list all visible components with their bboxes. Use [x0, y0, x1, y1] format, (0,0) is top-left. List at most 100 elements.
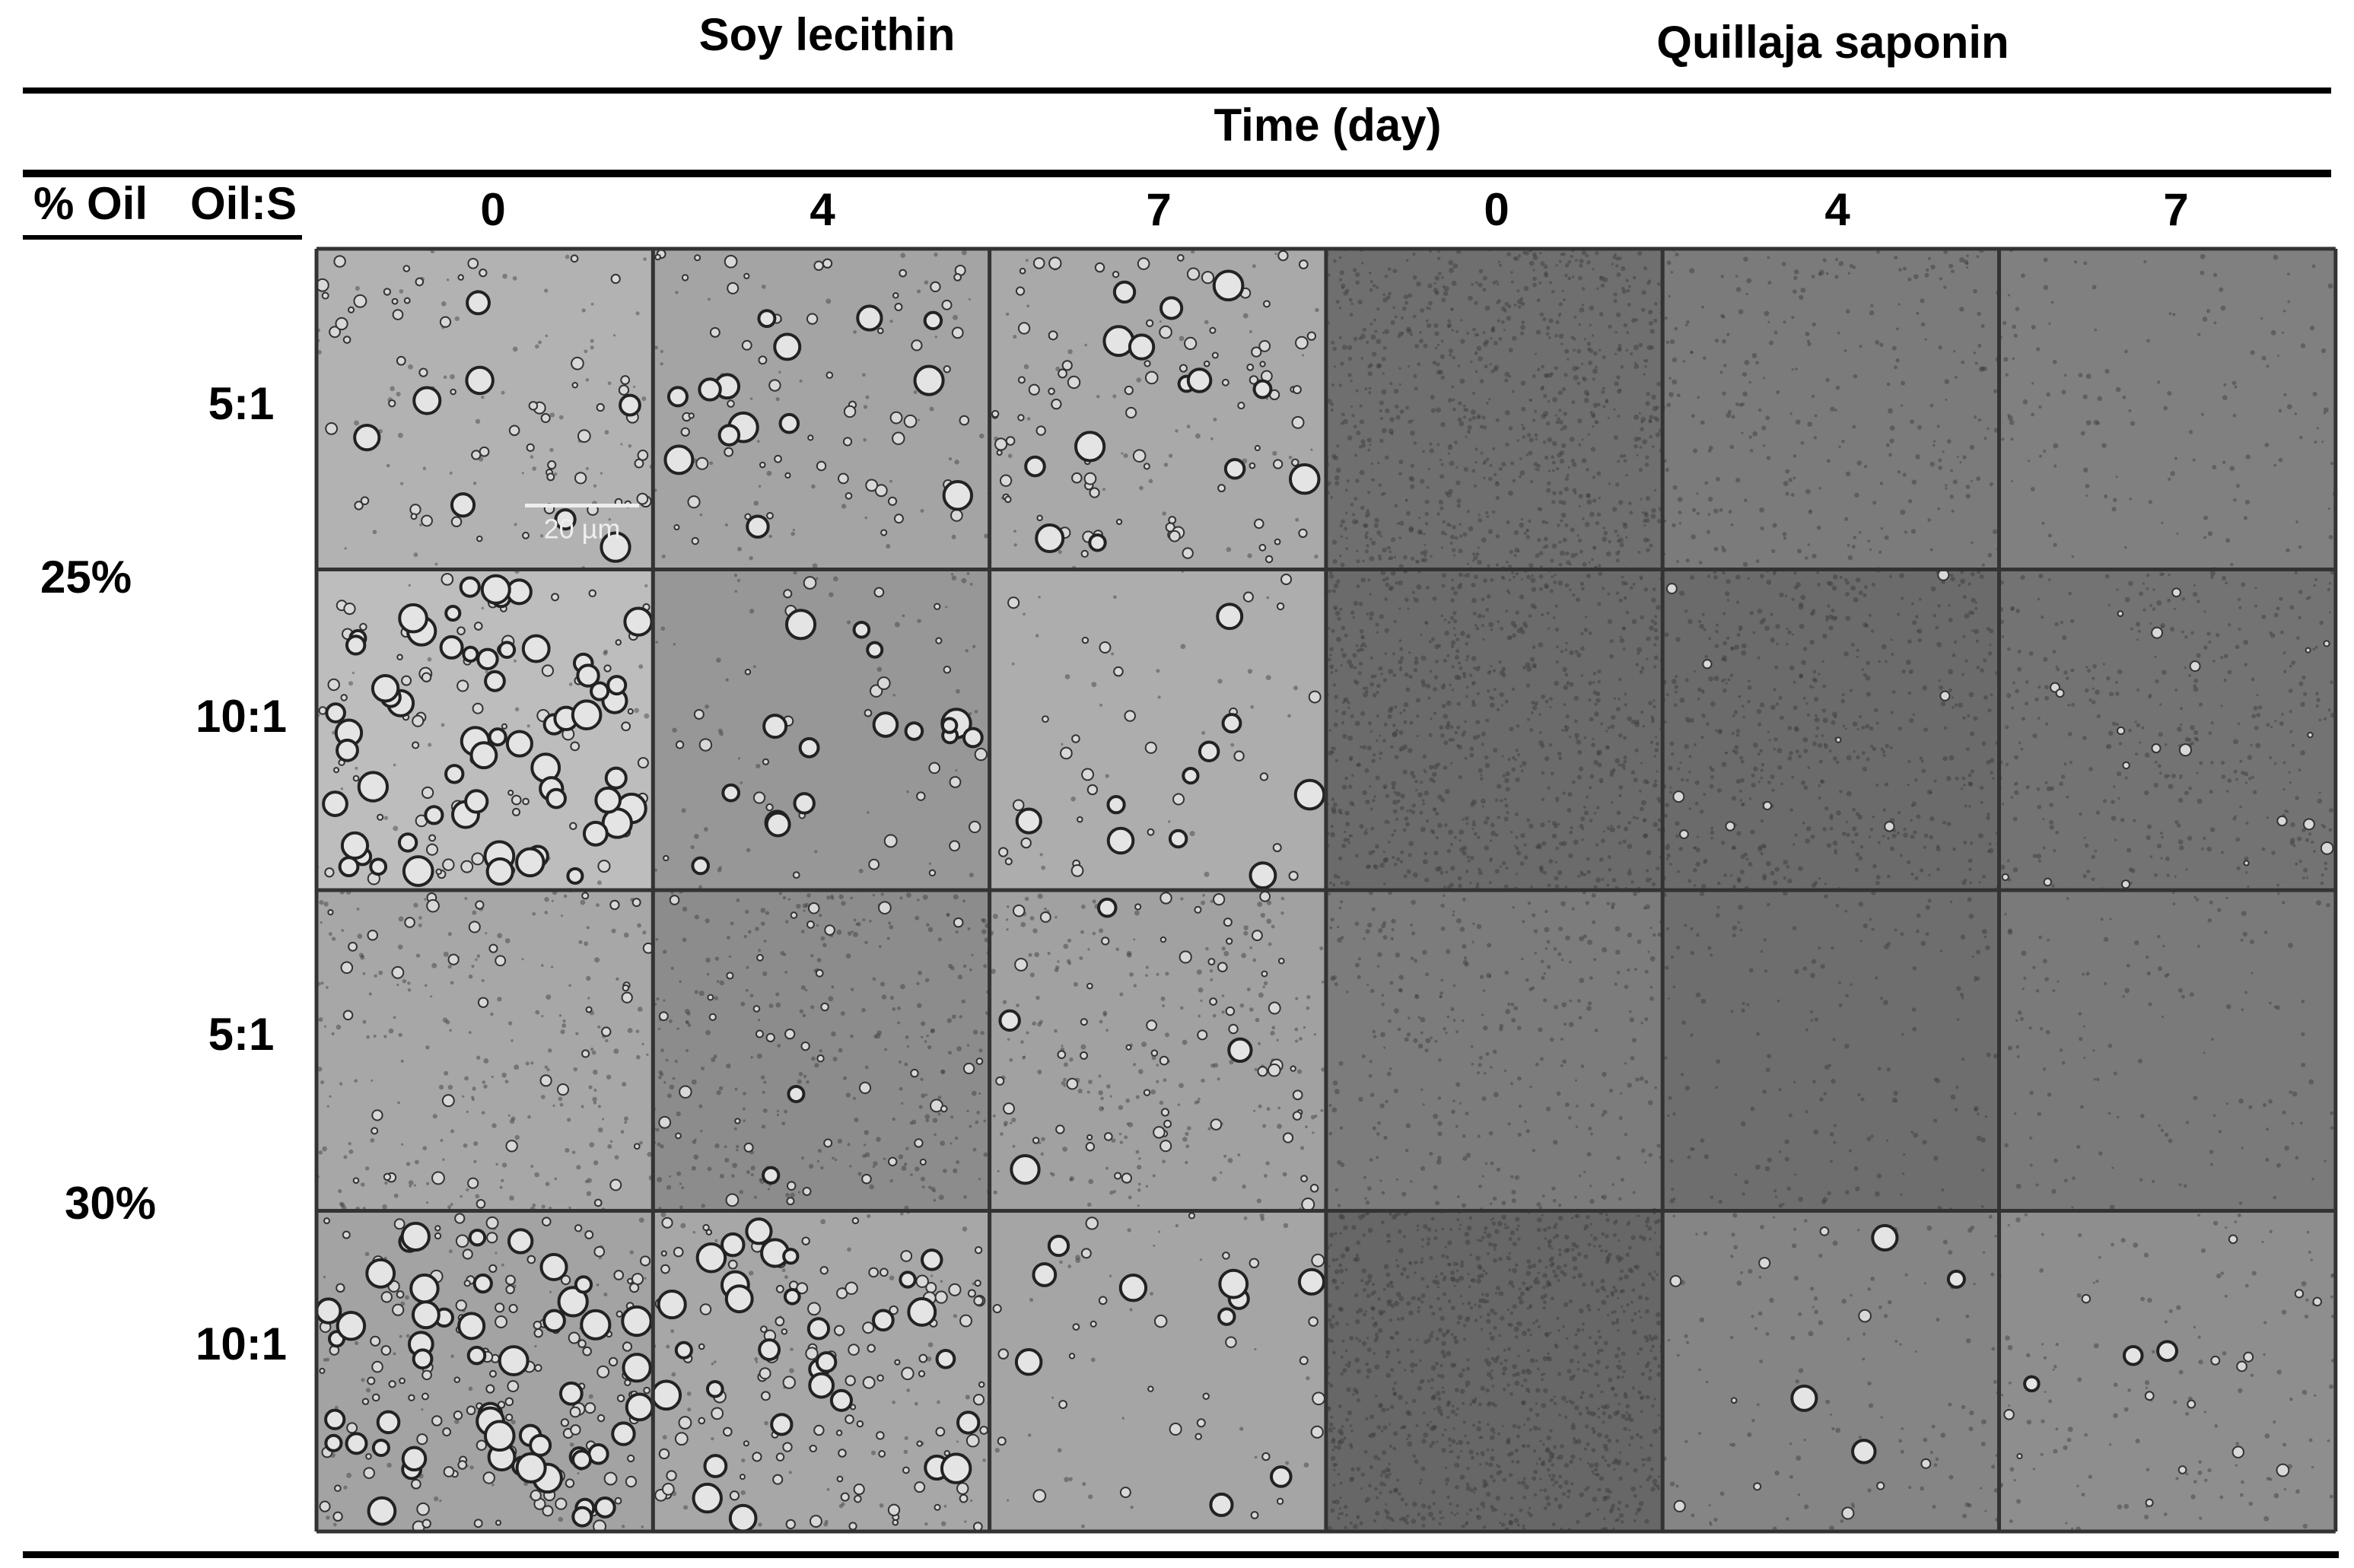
- speckle: [2243, 516, 2248, 520]
- speckle: [414, 1159, 419, 1165]
- speckle: [1555, 264, 1558, 267]
- speckle: [1348, 757, 1353, 762]
- speckle: [1772, 523, 1777, 528]
- speckle: [1720, 679, 1725, 683]
- speckle: [1356, 584, 1360, 588]
- speckle: [2251, 714, 2257, 719]
- speckle: [2235, 778, 2238, 781]
- speckle: [1645, 518, 1650, 523]
- droplet: [469, 741, 498, 770]
- speckle: [698, 991, 705, 997]
- speckle: [1092, 899, 1096, 904]
- speckle: [703, 827, 708, 832]
- droplet: [784, 609, 817, 641]
- speckle: [2103, 494, 2108, 499]
- speckle: [742, 1107, 746, 1111]
- speckle: [1684, 717, 1690, 722]
- speckle: [1610, 769, 1615, 774]
- speckle: [2091, 877, 2095, 882]
- speckle: [1372, 693, 1377, 698]
- droplet: [336, 738, 359, 762]
- speckle: [1570, 527, 1575, 533]
- speckle: [1690, 574, 1695, 580]
- speckle: [1444, 533, 1448, 536]
- speckle: [2300, 343, 2306, 348]
- speckle: [685, 1020, 689, 1024]
- speckle: [584, 1179, 589, 1184]
- speckle: [1408, 475, 1414, 481]
- speckle: [1426, 485, 1430, 489]
- speckle: [1648, 279, 1652, 283]
- speckle: [1398, 367, 1401, 371]
- speckle: [1965, 747, 1970, 752]
- speckle: [1399, 666, 1403, 669]
- speckle: [2133, 819, 2136, 822]
- speckle: [1243, 930, 1249, 936]
- droplet: [601, 1026, 612, 1037]
- speckle: [1499, 692, 1504, 698]
- speckle: [1456, 675, 1462, 680]
- droplet: [904, 721, 924, 741]
- speckle: [1668, 392, 1674, 397]
- speckle: [1688, 807, 1691, 810]
- speckle: [2015, 689, 2019, 694]
- speckle: [1651, 394, 1656, 400]
- speckle: [1783, 536, 1787, 540]
- speckle: [1088, 1080, 1093, 1084]
- speckle: [1688, 879, 1692, 883]
- speckle: [845, 953, 851, 959]
- speckle: [810, 1005, 815, 1010]
- speckle: [2093, 419, 2099, 425]
- speckle: [1343, 698, 1347, 702]
- speckle: [1968, 781, 1974, 787]
- micrograph-background: [1999, 569, 2336, 890]
- speckle: [1356, 648, 1360, 653]
- ratio-label: 10:1: [196, 1318, 287, 1369]
- speckle: [1962, 716, 1966, 720]
- speckle: [2025, 680, 2029, 684]
- speckle: [1602, 830, 1605, 833]
- speckle: [666, 1185, 672, 1190]
- speckle: [1448, 738, 1452, 743]
- speckle: [357, 933, 363, 940]
- speckle: [2323, 717, 2327, 720]
- speckle: [1449, 524, 1452, 527]
- speckle: [2092, 687, 2095, 690]
- speckle: [1722, 391, 1726, 396]
- speckle: [1459, 666, 1463, 670]
- speckle: [1447, 444, 1453, 450]
- speckle: [1677, 767, 1681, 771]
- speckle: [1560, 253, 1564, 256]
- speckle: [1808, 510, 1813, 514]
- speckle: [1417, 362, 1421, 367]
- droplet: [353, 294, 367, 308]
- speckle: [475, 958, 478, 962]
- speckle: [1384, 652, 1388, 655]
- speckle: [864, 1152, 870, 1158]
- droplet: [1201, 271, 1215, 285]
- droplet: [574, 472, 587, 485]
- speckle: [1582, 377, 1587, 382]
- speckle: [1366, 746, 1372, 751]
- speckle: [1028, 953, 1032, 957]
- speckle: [1674, 685, 1679, 689]
- speckle: [1455, 466, 1459, 469]
- speckle: [948, 963, 953, 968]
- speckle: [1515, 835, 1519, 839]
- speckle: [1678, 510, 1682, 515]
- speckle: [1483, 476, 1486, 480]
- speckle: [1639, 670, 1643, 674]
- speckle: [1508, 374, 1512, 378]
- speckle: [1377, 461, 1380, 465]
- speckle: [1489, 859, 1493, 863]
- speckle: [1016, 1003, 1020, 1007]
- speckle: [1688, 619, 1693, 625]
- speckle: [1665, 693, 1669, 696]
- speckle: [1517, 305, 1522, 309]
- speckle: [1397, 799, 1401, 803]
- speckle: [1696, 835, 1699, 838]
- speckle: [837, 1138, 843, 1144]
- droplet: [609, 899, 620, 911]
- speckle: [862, 373, 866, 377]
- speckle: [2245, 821, 2249, 825]
